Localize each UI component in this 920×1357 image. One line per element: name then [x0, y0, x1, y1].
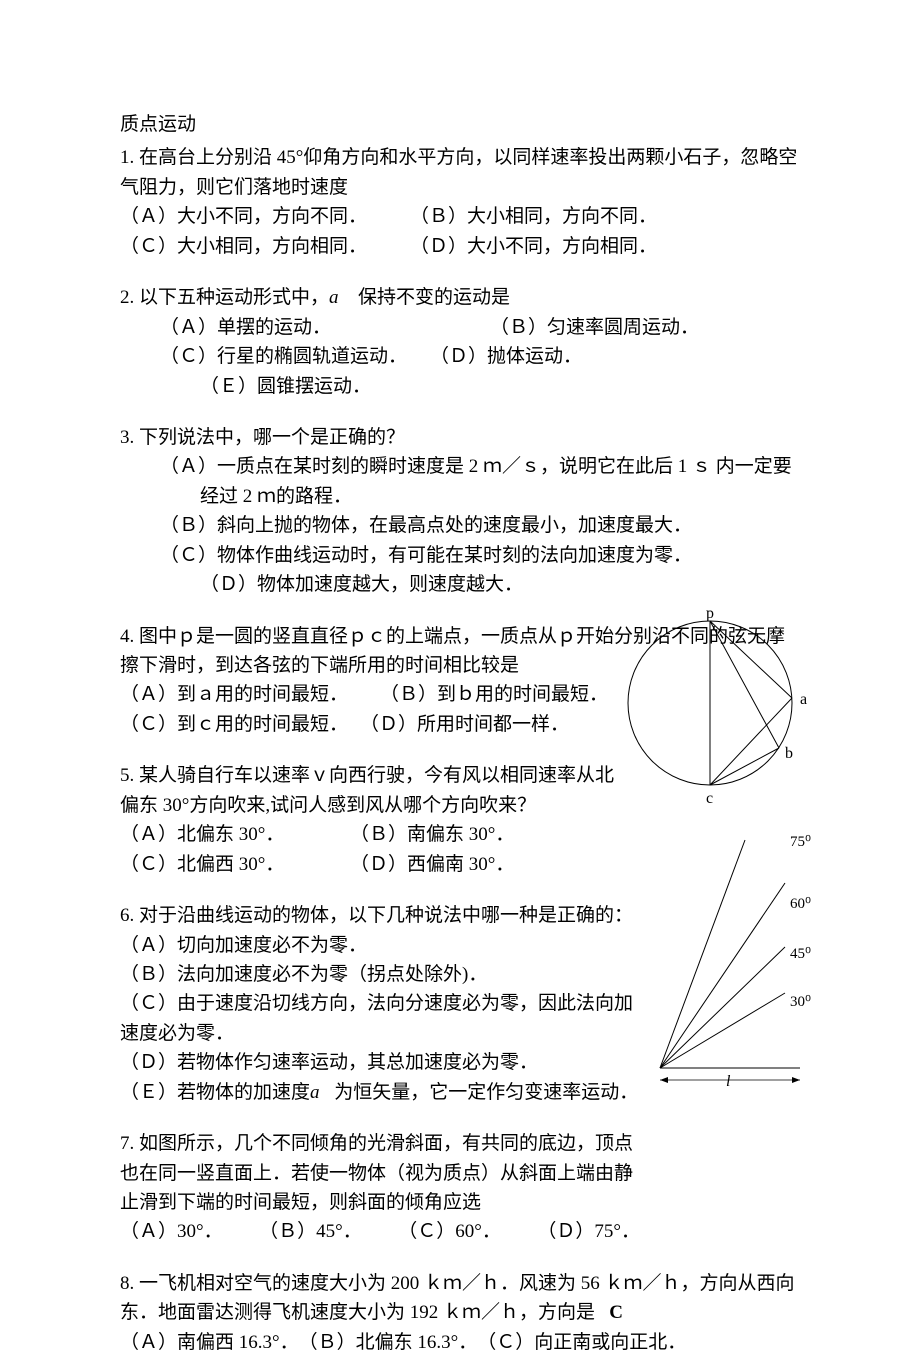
- question-7: 7. 如图所示，几个不同倾角的光滑斜面，有共同的底边，顶点也在同一竖直面上．若使…: [120, 1129, 640, 1247]
- q3-option-c: （Ｃ）物体作曲线运动时，有可能在某时刻的法向加速度为零．: [120, 541, 800, 570]
- q1-option-a: （Ａ）大小不同，方向不同．: [120, 202, 410, 231]
- q4-option-c: （Ｃ）到ｃ用的时间最短．: [120, 710, 360, 739]
- question-1: 1. 在高台上分别沿 45°仰角方向和水平方向，以同样速率投出两颗小石子，忽略空…: [120, 143, 800, 261]
- q7-stem: 7. 如图所示，几个不同倾角的光滑斜面，有共同的底边，顶点也在同一竖直面上．若使…: [120, 1129, 640, 1217]
- question-3: 3. 下列说法中，哪一个是正确的？ （Ａ）一质点在某时刻的瞬时速度是 2 ｍ／ｓ…: [120, 423, 800, 600]
- question-5: 5. 某人骑自行车以速率ｖ向西行驶，今有风以相同速率从北偏东 30°方向吹来,试…: [120, 761, 620, 879]
- fig-label-l: l: [726, 1073, 731, 1088]
- fig-label-b: b: [785, 745, 793, 762]
- q8-option-b: （Ｂ）北偏东 16.3°．: [299, 1328, 478, 1357]
- q1-option-b: （Ｂ）大小相同，方向不同．: [410, 202, 657, 231]
- q7-option-c: （Ｃ）60°．: [398, 1217, 537, 1246]
- q5-option-a: （Ａ）北偏东 30°．: [120, 820, 350, 849]
- q1-option-c: （Ｃ）大小相同，方向相同．: [120, 232, 410, 261]
- q8-option-a: （Ａ）南偏西 16.3°．: [120, 1328, 299, 1357]
- q4-option-d: （Ｄ）所用时间都一样．: [360, 710, 569, 739]
- fig-angle-60: 60⁰: [790, 896, 811, 912]
- q1-stem: 1. 在高台上分别沿 45°仰角方向和水平方向，以同样速率投出两颗小石子，忽略空…: [120, 143, 800, 202]
- q5-stem: 5. 某人骑自行车以速率ｖ向西行驶，今有风以相同速率从北偏东 30°方向吹来,试…: [120, 761, 620, 820]
- fig-label-c: c: [706, 790, 713, 807]
- q5-option-b: （Ｂ）南偏东 30°．: [350, 820, 514, 849]
- section-title: 质点运动: [120, 110, 800, 139]
- q4-option-a: （Ａ）到ａ用的时间最短．: [120, 680, 380, 709]
- q3-stem: 3. 下列说法中，哪一个是正确的？: [120, 423, 800, 452]
- q2-stem: 2. 以下五种运动形式中，a⃗ 保持不变的运动是: [120, 283, 800, 312]
- q8-answer: C: [609, 1302, 623, 1323]
- q1-option-d: （Ｄ）大小不同，方向相同．: [410, 232, 657, 261]
- q4-figure-circle: p a b c: [620, 608, 820, 808]
- question-8: 8. 一飞机相对空气的速度大小为 200 ｋｍ／ｈ．风速为 56 ｋｍ／ｈ，方向…: [120, 1269, 800, 1357]
- q7-option-b: （Ｂ）45°．: [259, 1217, 398, 1246]
- q5-option-d: （Ｄ）西偏南 30°．: [350, 850, 514, 879]
- q2-option-a: （Ａ）单摆的运动．: [160, 313, 490, 342]
- q3-option-b: （Ｂ）斜向上抛的物体，在最高点处的速度最小，加速度最大．: [120, 511, 800, 540]
- q3-option-d: （Ｄ）物体加速度越大，则速度越大．: [120, 570, 800, 599]
- question-2: 2. 以下五种运动形式中，a⃗ 保持不变的运动是 （Ａ）单摆的运动． （Ｂ）匀速…: [120, 283, 800, 401]
- fig-label-p: p: [706, 608, 714, 622]
- fig-angle-45: 45⁰: [790, 946, 811, 962]
- q5-option-c: （Ｃ）北偏西 30°．: [120, 850, 350, 879]
- q3-option-a: （Ａ）一质点在某时刻的瞬时速度是 2 ｍ／ｓ，说明它在此后 1 ｓ 内一定要经过…: [160, 452, 800, 511]
- q2-option-b: （Ｂ）匀速率圆周运动．: [490, 313, 699, 342]
- q6-option-c: （Ｃ）由于速度沿切线方向，法向分速度必为零，因此法向加速度必为零．: [120, 989, 640, 1048]
- q2-vector: a⃗: [329, 287, 353, 308]
- q8-option-c: （Ｃ）向正南或向正北．: [477, 1328, 686, 1357]
- q7-figure-slopes: 75⁰ 60⁰ 45⁰ 30⁰ l: [650, 828, 820, 1088]
- q2-option-d: （Ｄ）抛体运动．: [430, 342, 582, 371]
- q2-option-e: （Ｅ）圆锥摆运动．: [120, 372, 800, 401]
- q8-stem: 8. 一飞机相对空气的速度大小为 200 ｋｍ／ｈ．风速为 56 ｋｍ／ｈ，方向…: [120, 1269, 800, 1328]
- fig-angle-75: 75⁰: [790, 834, 811, 850]
- q7-option-d: （Ｄ）75°．: [537, 1217, 640, 1246]
- q4-option-b: （Ｂ）到ｂ用的时间最短．: [380, 680, 608, 709]
- q2-stem-b: 保持不变的运动是: [353, 287, 510, 308]
- q7-option-a: （Ａ）30°．: [120, 1217, 259, 1246]
- q2-stem-a: 2. 以下五种运动形式中，: [120, 287, 329, 308]
- fig-angle-30: 30⁰: [790, 994, 811, 1010]
- fig-label-a: a: [800, 691, 807, 708]
- q2-option-c: （Ｃ）行星的椭圆轨道运动．: [160, 342, 430, 371]
